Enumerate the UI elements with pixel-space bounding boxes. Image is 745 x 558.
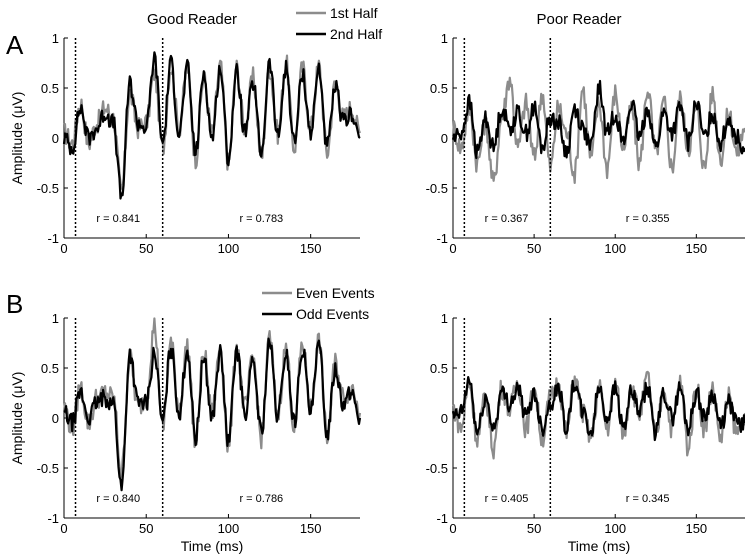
plot-good-reader-a: -1 -0.5 0 0.5 1 0 50 100 150 r = 0.841 r = 0.783 Go… (9, 5, 382, 256)
correlation-annotation: r = 0.345 (626, 493, 670, 505)
x-tick-label: 0 (449, 521, 456, 536)
y-tick-label: 1 (52, 31, 59, 46)
panel-label-b: B (6, 289, 23, 319)
legend-entry: Even Events (296, 285, 375, 301)
x-tick-label: 150 (300, 521, 322, 536)
y-tick-label: 0 (441, 411, 448, 426)
y-tick-label: -0.5 (426, 461, 448, 476)
y-tick-label: 0.5 (430, 81, 448, 96)
x-tick-label: 150 (300, 241, 322, 256)
y-tick-label: 0.5 (41, 361, 59, 376)
y-tick-label: -1 (47, 231, 59, 246)
x-tick-label: 100 (218, 241, 240, 256)
correlation-annotation: r = 0.783 (239, 213, 283, 225)
series-line-odd-events (451, 376, 745, 442)
plot-good-reader-b: -1 -0.5 0 0.5 1 0 50 100 150 r = 0.840 r = 0.786 Am… (9, 285, 375, 554)
y-tick-label: -0.5 (37, 461, 59, 476)
correlation-annotation: r = 0.786 (239, 493, 283, 505)
series-line-odd-events (63, 337, 362, 492)
x-tick-label: 150 (685, 241, 707, 256)
y-tick-label: -0.5 (426, 181, 448, 196)
chart-title: Good Reader (147, 11, 237, 28)
y-tick-label: 0 (52, 131, 59, 146)
y-tick-label: -1 (47, 511, 59, 526)
series-line-2nd-half (451, 79, 745, 160)
correlation-annotation: r = 0.355 (626, 213, 670, 225)
panel-label-a: A (6, 30, 24, 60)
y-tick-label: -1 (436, 231, 448, 246)
series-line-2nd-half (62, 51, 361, 200)
x-tick-label: 50 (527, 241, 541, 256)
correlation-annotation: r = 0.840 (96, 493, 140, 505)
y-tick-label: 1 (441, 31, 448, 46)
plot-poor-reader-a: -1 -0.5 0 0.5 1 0 50 100 150 r = 0.367 r = 0.355 Po… (426, 11, 745, 256)
x-axis-label: Time (ms) (568, 538, 630, 554)
y-tick-label: 0 (441, 131, 448, 146)
correlation-annotation: r = 0.841 (96, 213, 140, 225)
y-tick-label: 0 (52, 411, 59, 426)
x-tick-label: 100 (604, 241, 626, 256)
y-tick-label: 1 (52, 311, 59, 326)
y-tick-label: 0.5 (430, 361, 448, 376)
y-tick-label: -1 (436, 511, 448, 526)
x-tick-label: 0 (60, 521, 67, 536)
series-line-1st-half (451, 76, 745, 184)
correlation-annotation: r = 0.405 (485, 493, 529, 505)
legend-entry: 1st Half (330, 5, 378, 21)
y-axis-label: Amplitude (μV) (9, 372, 25, 465)
y-tick-label: 0.5 (41, 81, 59, 96)
x-tick-label: 50 (139, 241, 153, 256)
x-tick-label: 0 (60, 241, 67, 256)
x-tick-label: 50 (527, 521, 541, 536)
correlation-annotation: r = 0.367 (485, 213, 529, 225)
y-axis-label: Amplitude (μV) (9, 92, 25, 185)
y-tick-label: 1 (441, 311, 448, 326)
x-tick-label: 100 (604, 521, 626, 536)
legend-entry: 2nd Half (330, 26, 382, 42)
x-tick-label: 0 (449, 241, 456, 256)
chart-title: Poor Reader (536, 11, 621, 28)
x-tick-label: 150 (685, 521, 707, 536)
y-tick-label: -0.5 (37, 181, 59, 196)
x-axis-label: Time (ms) (181, 538, 243, 554)
legend-entry: Odd Events (296, 306, 369, 322)
x-tick-label: 100 (218, 521, 240, 536)
x-tick-label: 50 (139, 521, 153, 536)
plot-poor-reader-b: -1 -0.5 0 0.5 1 0 50 100 150 r = 0.405 r = 0.345 Ti… (426, 311, 745, 554)
series-line-even-events (62, 317, 362, 478)
